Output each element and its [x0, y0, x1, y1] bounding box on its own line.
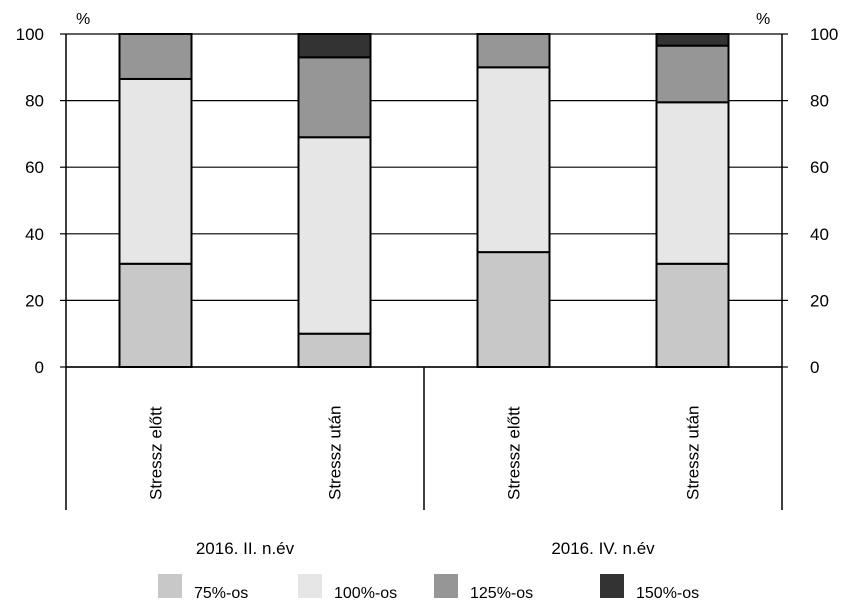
legend-swatch: [434, 574, 458, 598]
legend-label: 100%-os: [334, 585, 397, 602]
legend-label: 75%-os: [194, 585, 248, 602]
bar-segment: [655, 44, 730, 104]
y-tick-label-right: 0: [810, 358, 819, 377]
category-label: Stressz előtt: [505, 406, 524, 500]
y-tick-label-left: 0: [35, 358, 44, 377]
bar-segment: [476, 33, 551, 69]
y-tick-label-right: 40: [810, 225, 829, 244]
category-label: Stressz után: [684, 406, 703, 501]
legend-swatch: [298, 574, 322, 598]
y-tick-label-right: 80: [810, 92, 829, 111]
group-label: 2016. II. n.év: [196, 539, 295, 558]
bar-segment: [476, 66, 551, 254]
legend-label: 150%-os: [636, 585, 699, 602]
category-label: Stressz előtt: [147, 406, 166, 500]
y-tick-label-left: 20: [25, 291, 44, 310]
y-tick-label-right: 100: [810, 25, 838, 44]
bar-segment: [297, 136, 372, 335]
legend-swatch: [158, 574, 182, 598]
y-tick-label-left: 60: [25, 158, 44, 177]
axes: [60, 33, 788, 510]
legend: 75%-os 100%-os 125%-os 150%-os: [158, 574, 699, 602]
bar-segment: [655, 101, 730, 265]
y-tick-label-left: 40: [25, 225, 44, 244]
legend-label: 125%-os: [470, 585, 533, 602]
bar-segment: [297, 33, 372, 59]
legend-swatch: [600, 574, 624, 598]
y-unit-right: %: [756, 11, 770, 28]
bar-segment: [476, 251, 551, 369]
group-label: 2016. IV. n.év: [551, 539, 655, 558]
bar-segment: [118, 262, 193, 368]
bar-segment: [655, 33, 730, 47]
y-tick-label-left: 100: [16, 25, 44, 44]
bar-segment: [297, 56, 372, 139]
bar-segment: [297, 332, 372, 369]
y-tick-label-right: 20: [810, 291, 829, 310]
y-tick-label-right: 60: [810, 158, 829, 177]
category-label: Stressz után: [326, 406, 345, 501]
y-tick-label-left: 80: [25, 92, 44, 111]
bar-segment: [655, 262, 730, 368]
labels: 0 0 20 20 40 40 60 60 80 80 100 100% % Stressz előtt S…: [16, 11, 839, 558]
bars: [118, 33, 730, 369]
y-unit-left: %: [76, 11, 90, 28]
bar-segment: [118, 77, 193, 265]
bar-segment: [118, 33, 193, 80]
